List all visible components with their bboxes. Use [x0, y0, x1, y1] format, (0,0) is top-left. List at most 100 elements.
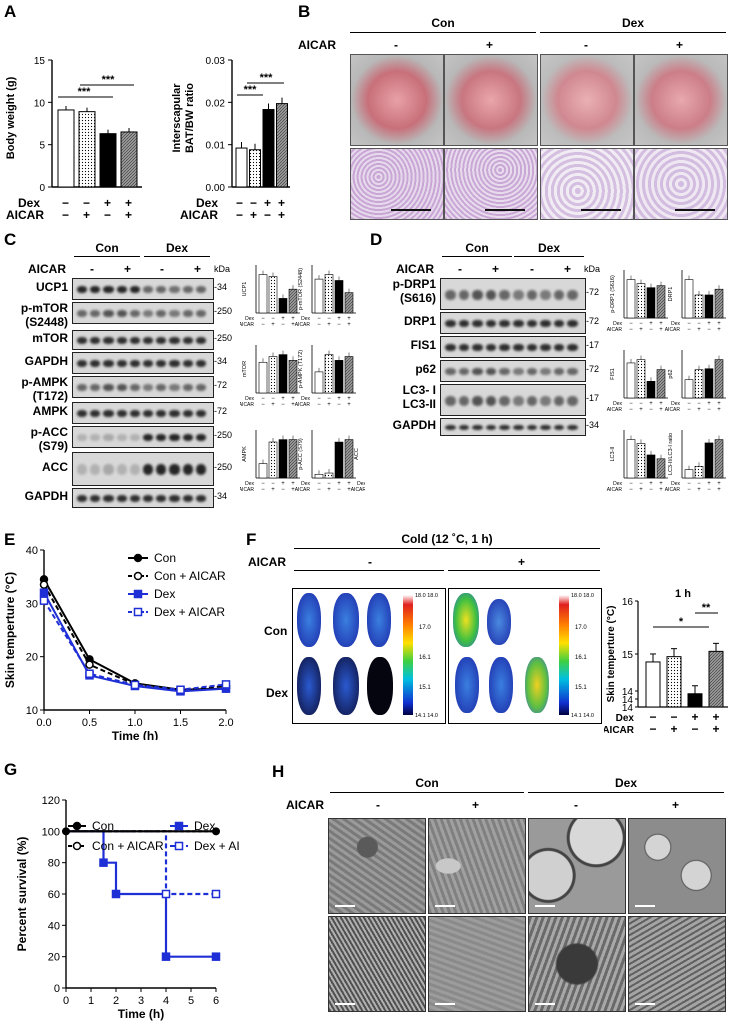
h-scalebar-1 — [335, 905, 355, 907]
blot-band — [513, 424, 524, 431]
blot-band — [499, 395, 510, 406]
d-quant-sign: + — [659, 321, 663, 327]
d-quant-sign: + — [639, 327, 643, 333]
d-quant-sign: − — [629, 321, 633, 327]
blot-band — [472, 424, 483, 431]
c-quant-ylabel: mTOR — [242, 361, 248, 377]
f-ylabel: Skin temperture (°C) — [606, 606, 617, 703]
c-quant-sign: + — [337, 316, 341, 322]
b-histology-4 — [634, 148, 728, 220]
f-bar — [687, 693, 703, 708]
h-em-4 — [628, 818, 726, 914]
a-bw-ytick-label: 10 — [34, 98, 46, 109]
e-ytick-label: 20 — [26, 652, 38, 664]
blot-band — [77, 337, 88, 344]
c-quant-sign: + — [347, 316, 351, 322]
blot-band — [77, 434, 88, 441]
f-scale-bottom-1: 14.1 14.0 — [415, 713, 438, 719]
c-quant-dex-lbl: Dex — [301, 396, 310, 402]
f-sign: + — [712, 722, 719, 736]
d-quant-dex-lbl: Dex — [613, 321, 622, 327]
blot-band — [77, 464, 88, 476]
blot-band — [540, 368, 551, 375]
d-quant-sign: + — [697, 487, 701, 493]
d-quant-sign: + — [639, 407, 643, 413]
d-quant-aicar-lbl: AICAR — [607, 407, 623, 413]
d-group-dex: Dex — [537, 241, 560, 255]
c-quant-ylabel: p-mTOR (S2448) — [298, 268, 304, 310]
blot-band — [472, 368, 483, 375]
c-quant-sign: − — [261, 322, 265, 328]
c-blots-row — [72, 376, 214, 398]
d-quant-sign: − — [649, 327, 653, 333]
e-point — [130, 680, 140, 690]
a-bw-aicar-signs: −+−+ — [62, 208, 147, 222]
c-quant-sign: − — [261, 396, 265, 402]
e-xtick-label: 0.5 — [82, 717, 97, 729]
blot-band — [182, 286, 193, 293]
c-quant-sign: − — [261, 481, 265, 487]
b-histology-2 — [444, 148, 538, 220]
blot-band — [103, 310, 114, 317]
a-ratio-bar — [249, 149, 261, 188]
g-legend-label: Dex + AICAR — [194, 839, 240, 853]
c-quant-sign: + — [271, 487, 275, 493]
c-quant-aicar-lbl: AICAR — [295, 402, 311, 408]
g-legend-marker — [72, 841, 82, 851]
bw-ylabel: Body weight (g) — [5, 76, 17, 159]
d-quant-sign: − — [629, 481, 633, 487]
blot-band — [182, 434, 193, 441]
f-scale-tick-1c: 15.1 — [419, 685, 431, 691]
a-ratio-dex-signs: −−++ — [236, 196, 293, 210]
f-mouse-9 — [455, 657, 479, 713]
c-quant-sign: − — [281, 402, 285, 408]
h-scalebar-4 — [635, 905, 655, 907]
c-quant-sign: − — [271, 396, 275, 402]
d-quant-sign: − — [639, 321, 643, 327]
c-quant-sign: − — [261, 316, 265, 322]
blot-band — [143, 337, 154, 344]
d-sign-4: + — [564, 262, 572, 276]
blot-band — [169, 286, 180, 293]
blot-band — [485, 395, 497, 406]
f-sign: − — [670, 710, 677, 724]
f-sign: + — [691, 710, 698, 724]
blot-band — [103, 286, 114, 293]
a-bw-bar — [99, 133, 117, 188]
f-scale-bottom-2: 14.1 14.0 — [571, 713, 594, 719]
f-scale-bar-1 — [403, 595, 413, 715]
blot-band — [116, 360, 127, 367]
c-quant-sign: + — [347, 487, 351, 493]
g-xtick-label: 3 — [138, 995, 144, 1007]
blot-band — [143, 286, 154, 293]
blot-band — [567, 289, 578, 300]
c-dex-line — [144, 256, 210, 257]
c-quant-dex-lbl: Dex — [357, 481, 365, 487]
b-scalebar-3 — [581, 209, 621, 211]
b-group-con: Con — [431, 16, 455, 30]
a-ratio-bar — [262, 109, 275, 188]
a-bw-bar — [78, 111, 96, 188]
blot-band — [485, 424, 497, 431]
d-quant-bar — [704, 294, 714, 319]
blot-label: (S616) — [399, 291, 436, 305]
g-point — [211, 952, 221, 961]
c-quant-sign: + — [291, 396, 295, 402]
blot-band — [553, 424, 565, 431]
f-chart-title: 1 h — [675, 588, 691, 600]
b-scalebar-2 — [485, 209, 525, 211]
blot-band — [116, 464, 127, 476]
blot-band — [540, 344, 551, 351]
panel-label-e: E — [4, 530, 16, 549]
d-quant-sign: + — [659, 481, 663, 487]
c-quant-aicar-lbl: AICAR — [295, 322, 311, 328]
h-scalebar-7 — [535, 1003, 555, 1005]
d-quant-sign: + — [717, 487, 721, 493]
h-em-2 — [428, 818, 526, 914]
e-xlabel: Time (h) — [112, 729, 158, 740]
e-line-chart: 10 20 30 40 0.0 0.5 1.0 1.5 2.0 Time (h) Skin temp… — [3, 545, 234, 740]
c-quant-bar — [288, 288, 298, 314]
c-quant-aicar-lbl: AICAR — [240, 402, 254, 408]
blot-band — [156, 464, 167, 476]
d-quant-sign: − — [639, 481, 643, 487]
